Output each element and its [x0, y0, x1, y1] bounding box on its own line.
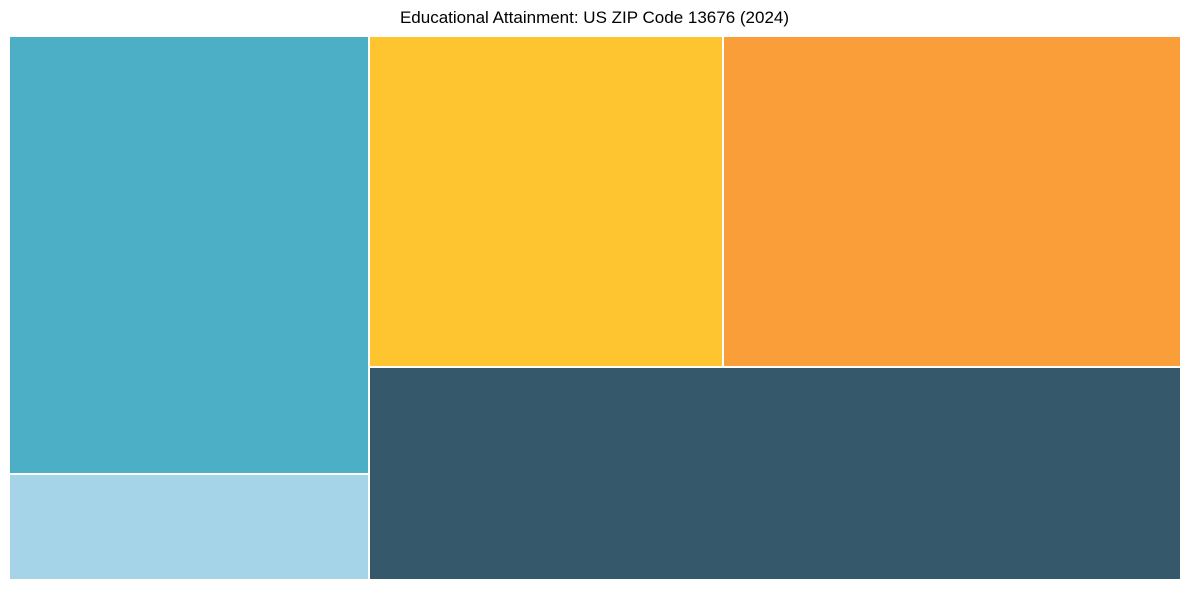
treemap-tile-orange	[724, 37, 1180, 366]
treemap-tile-teal	[10, 37, 368, 473]
treemap-tile-yellow	[370, 37, 722, 366]
treemap-tile-dark-slate	[370, 368, 1180, 579]
chart-title: Educational Attainment: US ZIP Code 1367…	[399, 8, 790, 27]
treemap-tile-light-blue	[10, 475, 368, 579]
